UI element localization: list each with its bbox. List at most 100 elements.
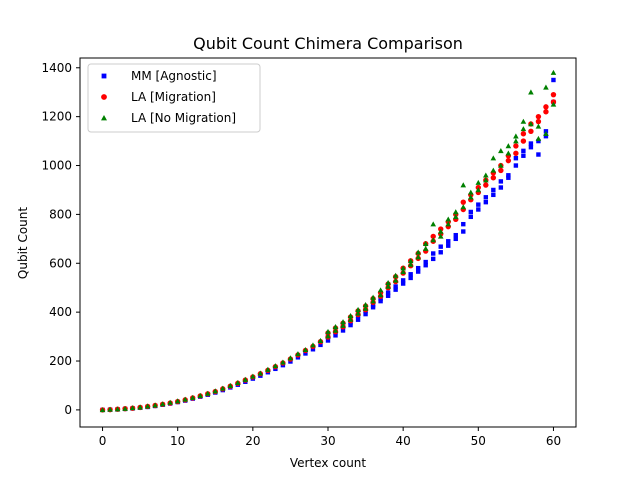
data-point xyxy=(408,272,413,277)
data-point xyxy=(370,298,376,304)
x-axis: 0 10 20 30 40 50 60 xyxy=(99,427,561,448)
x-tick-label: 30 xyxy=(320,434,335,448)
data-point xyxy=(506,175,511,180)
data-point xyxy=(377,292,384,298)
data-point xyxy=(468,209,473,215)
y-tick-label: 600 xyxy=(49,256,72,270)
data-point xyxy=(423,263,428,268)
data-point xyxy=(227,382,234,388)
y-tick-label: 1000 xyxy=(41,159,72,173)
data-point xyxy=(446,243,451,248)
data-point xyxy=(303,351,308,356)
data-point xyxy=(400,269,406,275)
data-point xyxy=(491,192,496,198)
data-point xyxy=(302,346,309,353)
data-point xyxy=(513,143,519,149)
data-point xyxy=(310,342,316,348)
data-point xyxy=(362,305,369,311)
data-point xyxy=(468,214,473,220)
data-point xyxy=(460,204,467,210)
data-point xyxy=(287,355,294,361)
x-tick-label: 0 xyxy=(99,434,107,448)
y-axis: 0 200 400 600 800 1000 1200 1400 xyxy=(41,61,80,417)
data-point xyxy=(521,148,526,154)
chart-title: Qubit Count Chimera Comparison xyxy=(193,34,463,53)
data-point xyxy=(452,209,459,215)
data-point xyxy=(99,407,106,413)
data-point xyxy=(513,163,519,168)
data-point xyxy=(355,317,361,322)
data-point xyxy=(347,316,354,322)
data-point xyxy=(159,401,166,407)
y-tick-label: 1200 xyxy=(41,110,72,124)
x-tick-label: 60 xyxy=(546,434,561,448)
data-point xyxy=(423,259,428,265)
data-point xyxy=(325,328,331,334)
data-point xyxy=(219,385,226,391)
data-point xyxy=(460,182,467,188)
data-point xyxy=(189,394,196,400)
data-point xyxy=(445,216,452,222)
data-point xyxy=(483,182,489,188)
y-axis-label: Qubit Count xyxy=(16,207,30,279)
data-point xyxy=(422,240,429,246)
data-point xyxy=(483,195,489,200)
data-point xyxy=(385,290,391,295)
data-point xyxy=(430,221,437,227)
data-point xyxy=(467,189,474,195)
x-tick-label: 50 xyxy=(471,434,486,448)
data-point xyxy=(257,370,264,376)
data-point xyxy=(520,118,527,124)
data-point xyxy=(347,313,354,319)
data-point xyxy=(415,269,421,274)
data-point xyxy=(415,265,421,271)
data-point xyxy=(505,157,512,164)
data-point xyxy=(520,131,527,137)
legend-box xyxy=(87,63,261,133)
data-point xyxy=(430,237,437,243)
data-point xyxy=(438,250,443,255)
data-point xyxy=(204,390,211,396)
data-point xyxy=(535,135,542,141)
data-point xyxy=(491,187,496,193)
data-point xyxy=(430,233,436,240)
data-point xyxy=(483,172,489,178)
data-point xyxy=(520,138,527,144)
data-point xyxy=(272,363,279,369)
data-point xyxy=(453,232,458,238)
data-point xyxy=(535,118,542,125)
data-point xyxy=(340,322,346,328)
legend-label: LA [No Migration] xyxy=(131,111,236,125)
data-point xyxy=(452,214,459,220)
y-tick-label: 400 xyxy=(49,305,72,319)
plot-area xyxy=(99,69,557,413)
x-tick-label: 20 xyxy=(245,434,260,448)
data-point xyxy=(182,396,189,402)
data-point xyxy=(317,337,324,343)
data-point xyxy=(415,254,421,260)
data-point xyxy=(370,294,376,300)
data-point xyxy=(325,333,331,339)
data-point xyxy=(438,244,443,249)
data-point xyxy=(265,366,271,372)
data-point xyxy=(437,233,444,239)
legend-marker xyxy=(101,94,107,100)
data-point xyxy=(536,138,541,144)
legend-marker xyxy=(101,115,107,121)
data-point xyxy=(377,287,384,293)
data-point xyxy=(408,275,413,281)
data-point xyxy=(528,89,534,95)
data-point xyxy=(212,388,219,394)
x-tick-label: 40 xyxy=(396,434,411,448)
data-point xyxy=(498,162,504,168)
data-point xyxy=(431,256,436,262)
data-point xyxy=(446,239,451,244)
data-point xyxy=(250,373,256,379)
data-point xyxy=(461,221,466,227)
data-point xyxy=(197,392,204,398)
data-point xyxy=(467,194,474,200)
data-point xyxy=(445,221,452,227)
data-point xyxy=(505,150,512,156)
data-point xyxy=(355,306,361,312)
